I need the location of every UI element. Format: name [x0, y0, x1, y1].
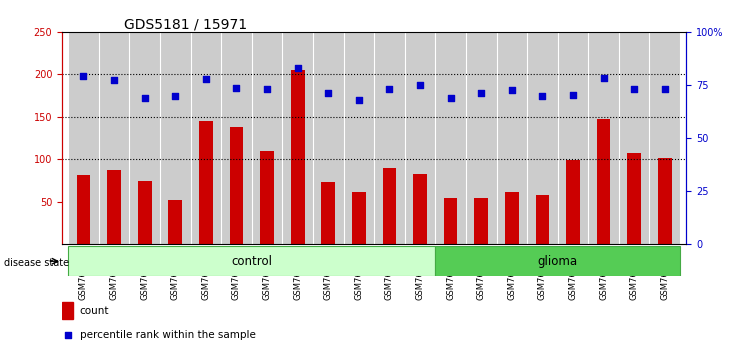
Bar — [413, 174, 427, 244]
Bar — [383, 168, 396, 244]
Point — [567, 92, 579, 98]
Bar — [160, 32, 191, 244]
Point — [169, 93, 181, 98]
Bar — [352, 192, 366, 244]
Bar — [466, 32, 496, 244]
Bar — [558, 32, 588, 244]
Point — [629, 86, 640, 92]
Text: control: control — [231, 255, 272, 268]
Point — [353, 97, 365, 103]
Bar — [505, 192, 519, 244]
Text: percentile rank within the sample: percentile rank within the sample — [80, 330, 256, 340]
Point — [62, 332, 74, 338]
Bar — [283, 32, 313, 244]
Text: count: count — [80, 306, 109, 316]
Bar — [229, 127, 243, 244]
Bar — [536, 195, 549, 244]
Bar — [444, 198, 458, 244]
FancyBboxPatch shape — [68, 246, 435, 276]
Point — [537, 93, 548, 98]
Point — [659, 86, 671, 92]
Text: GDS5181 / 15971: GDS5181 / 15971 — [124, 18, 247, 32]
Bar — [596, 119, 610, 244]
Bar — [68, 32, 99, 244]
Point — [598, 75, 610, 81]
Text: disease state: disease state — [4, 258, 69, 268]
Bar — [374, 32, 404, 244]
Bar — [62, 302, 73, 319]
Point — [139, 95, 150, 101]
Point — [323, 90, 334, 96]
Bar — [191, 32, 221, 244]
Point — [383, 86, 395, 92]
Point — [200, 76, 212, 82]
FancyBboxPatch shape — [435, 246, 680, 276]
Point — [231, 85, 242, 91]
Point — [445, 95, 456, 101]
Bar — [129, 32, 160, 244]
Bar — [313, 32, 344, 244]
Point — [261, 86, 273, 92]
Bar — [619, 32, 650, 244]
Bar — [291, 70, 304, 244]
Bar — [252, 32, 283, 244]
Bar — [107, 170, 121, 244]
Bar — [77, 175, 91, 244]
Point — [108, 78, 120, 83]
Bar — [199, 121, 212, 244]
Bar — [658, 159, 672, 244]
Bar — [138, 181, 152, 244]
Point — [414, 82, 426, 87]
Bar — [496, 32, 527, 244]
Bar — [99, 32, 129, 244]
Bar — [650, 32, 680, 244]
Point — [292, 65, 304, 71]
Point — [475, 90, 487, 96]
Bar — [344, 32, 374, 244]
Bar — [627, 153, 641, 244]
Bar — [474, 198, 488, 244]
Bar — [321, 182, 335, 244]
Text: glioma: glioma — [537, 255, 577, 268]
Bar — [169, 200, 182, 244]
Bar — [566, 160, 580, 244]
Point — [77, 73, 89, 79]
Bar — [260, 151, 274, 244]
Point — [506, 88, 518, 93]
Bar — [221, 32, 252, 244]
Bar — [527, 32, 558, 244]
Bar — [404, 32, 435, 244]
Bar — [435, 32, 466, 244]
Bar — [588, 32, 619, 244]
